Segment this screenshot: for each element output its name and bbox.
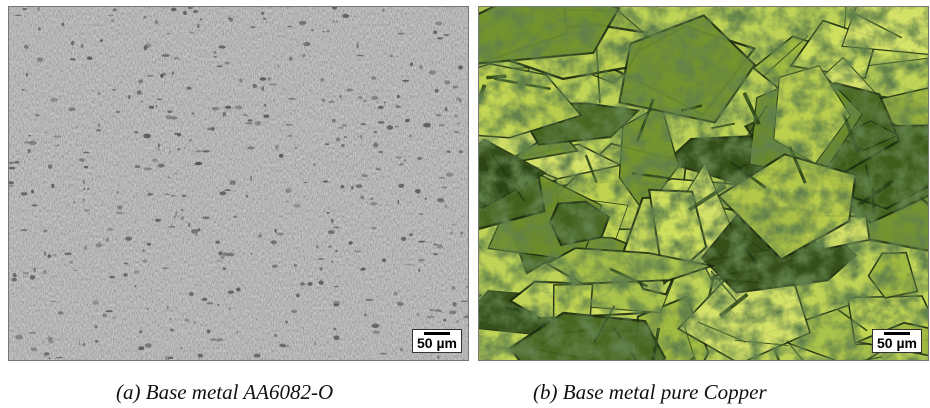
scale-bar-line [884,332,910,335]
scale-bar: 50 µm [412,329,462,353]
scale-bar: 50 µm [872,329,922,353]
scale-bar-line [424,332,450,335]
micrograph-copper: 50 µm [478,6,929,361]
scale-bar-label: 50 µm [417,335,457,351]
copper-texture [479,7,928,360]
caption-a: (a) Base metal AA6082-O [116,380,334,404]
aa6082-texture [9,7,468,360]
scale-bar-label: 50 µm [877,335,917,351]
micrograph-aa6082: 50 µm [8,6,469,361]
caption-b: (b) Base metal pure Copper [533,380,767,404]
